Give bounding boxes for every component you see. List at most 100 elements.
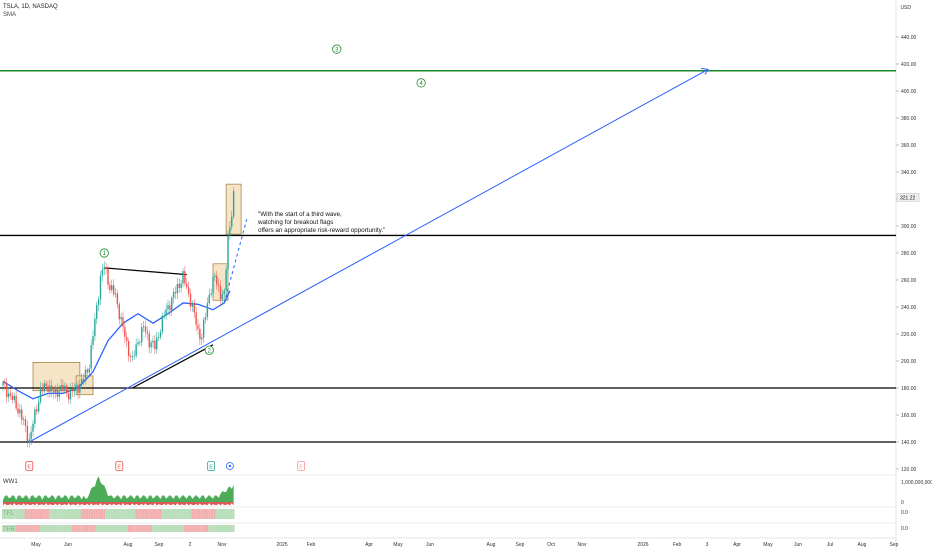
band-bar — [120, 509, 123, 519]
band-bar — [208, 509, 211, 519]
band-bar — [118, 525, 121, 532]
candle-body — [135, 344, 137, 356]
time-tick-label: 2025 — [276, 542, 287, 548]
candle-body — [180, 283, 182, 288]
time-tick-label: Jul — [827, 542, 833, 548]
band-bar — [82, 525, 85, 532]
band-bar — [191, 509, 194, 519]
band-bar — [18, 509, 21, 519]
band-bar — [200, 509, 203, 519]
candle-body — [86, 369, 89, 373]
grid — [0, 0, 897, 550]
band-bar — [140, 509, 143, 519]
band-bar — [230, 509, 233, 519]
band-bar — [129, 525, 132, 532]
band-bar — [193, 525, 196, 532]
band-bar — [3, 525, 6, 532]
band-bar — [202, 525, 205, 532]
currency-label[interactable]: USD — [900, 5, 911, 11]
candle-body — [6, 383, 8, 397]
band-bar — [9, 509, 12, 519]
band-bar — [97, 509, 100, 519]
ww1-negative-area — [3, 502, 234, 506]
band-bar — [129, 509, 132, 519]
candle-body — [169, 305, 171, 311]
candle-body — [214, 275, 216, 278]
band-bar — [146, 509, 149, 519]
candle-body — [199, 328, 201, 340]
band-bar — [43, 525, 46, 532]
candle-body — [189, 293, 192, 307]
candle-body — [30, 431, 32, 440]
band-bar — [39, 525, 42, 532]
band-bar — [135, 509, 138, 519]
band-bar — [69, 509, 72, 519]
band-bar — [155, 525, 158, 532]
pane-axis-label: 0 — [901, 500, 904, 506]
trendline-arrowhead — [700, 67, 709, 75]
pane-axis-label: 0.0 — [901, 510, 908, 516]
time-tick-label: May — [31, 542, 41, 548]
band-bar — [122, 509, 124, 519]
band-bar — [5, 509, 8, 519]
candle-body — [156, 337, 158, 350]
band-bar — [112, 509, 115, 519]
band-bar — [174, 509, 177, 519]
band-bar — [206, 509, 209, 519]
band-bar — [73, 525, 76, 532]
candle-body — [69, 388, 72, 400]
price-tick-label: 220.00 — [901, 332, 917, 338]
time-tick-label: May — [763, 542, 773, 548]
band-bar — [176, 509, 179, 519]
band-bar — [167, 525, 169, 532]
band-bar — [2, 525, 4, 532]
trendlines[interactable] — [29, 67, 709, 443]
candle-body — [107, 268, 109, 285]
band-bar — [189, 525, 192, 532]
band-bar — [195, 525, 198, 532]
band-bar — [5, 525, 8, 532]
band-bar — [93, 525, 96, 532]
band-bar — [174, 525, 177, 532]
band-bar — [93, 509, 96, 519]
candle-body — [219, 286, 222, 300]
candle-body — [73, 387, 75, 392]
candle-body — [66, 385, 68, 394]
band-bar — [86, 525, 89, 532]
band-bar — [54, 525, 57, 532]
candle-body — [163, 315, 165, 317]
band-bar — [95, 525, 98, 532]
band-bar — [232, 509, 235, 519]
candle-body — [127, 341, 130, 357]
band-bar — [41, 525, 44, 532]
candle-body — [184, 271, 186, 284]
candle-body — [9, 393, 12, 396]
band-bar — [99, 525, 102, 532]
band-bar — [157, 509, 160, 519]
band-bar — [215, 509, 218, 519]
candle-body — [159, 331, 162, 338]
band-bar — [182, 509, 184, 519]
horizontal-levels[interactable] — [0, 69, 896, 443]
band-bar — [153, 525, 156, 532]
earnings-marker-label: E — [27, 465, 31, 471]
candle-body — [32, 423, 34, 432]
price-tick-label: 260.00 — [901, 278, 917, 284]
band-bar — [28, 525, 31, 532]
candle-body — [231, 216, 233, 228]
band-bar — [137, 525, 139, 532]
candle-body — [165, 309, 167, 316]
wave-label-1 — [99, 248, 109, 258]
band-bar — [217, 509, 220, 519]
candle-body — [105, 267, 107, 269]
band-bar — [210, 525, 213, 532]
candle-body — [2, 382, 4, 386]
candle-body — [77, 384, 79, 393]
axes: 120.00140.00160.00180.00200.00220.00240.… — [31, 35, 920, 548]
band-bar — [18, 525, 21, 532]
band-bar — [155, 509, 158, 519]
band-bar — [84, 509, 87, 519]
last-price-tag — [896, 193, 920, 202]
